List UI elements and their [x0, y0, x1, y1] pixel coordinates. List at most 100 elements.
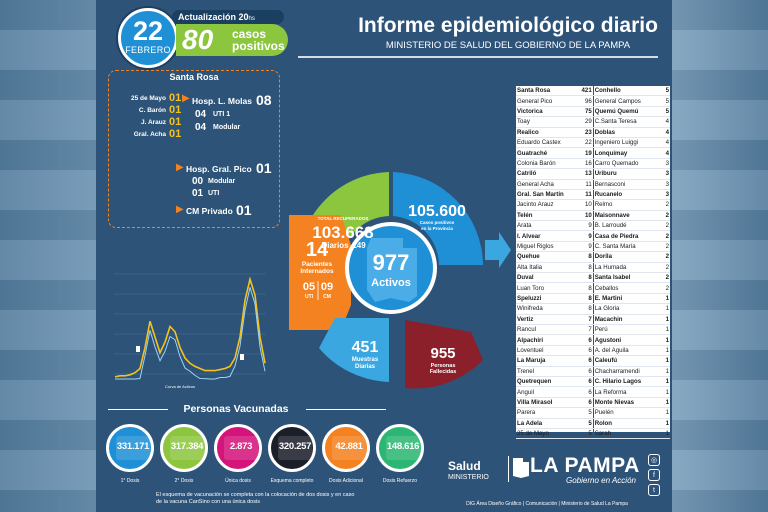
locality-count: 2 — [658, 272, 670, 284]
deaths-label-line2: Fallecidas — [430, 369, 457, 375]
locality-count: 75 — [580, 106, 594, 118]
municipality-value: 01 — [169, 128, 182, 140]
locality-name: Parera — [516, 407, 581, 419]
locality-name: E. Martini — [592, 293, 658, 305]
locality-count: 9 — [580, 241, 594, 253]
table-row: Luan Toro 8 Ceballos 2 — [516, 282, 670, 294]
table-row: Speluzzi 8 E. Martini 1 — [516, 293, 670, 305]
locality-name: Victorica — [516, 106, 581, 118]
locality-count: 8 — [580, 282, 594, 294]
table-row: Arata 9 B. Larroudé 2 — [516, 220, 670, 232]
update-suffix: hs — [248, 16, 255, 22]
locality-name: Miguel Riglos — [516, 241, 581, 253]
vaccine-circle: 320.257 — [268, 424, 316, 472]
locality-count: 13 — [580, 168, 594, 180]
locality-count: 1 — [658, 366, 670, 377]
locality-count: 8 — [580, 262, 594, 274]
locality-count: 1 — [658, 314, 670, 326]
locality-name: Puelén — [592, 407, 658, 419]
locality-count: 2 — [658, 199, 670, 211]
vaccine-label: Única dosis — [225, 478, 251, 484]
table-row: Telén 10 Maisonnave 2 — [516, 210, 670, 222]
locality-count: 8 — [580, 272, 594, 284]
locality-count: 2 — [658, 241, 670, 253]
instagram-icon[interactable]: ◎ — [648, 454, 660, 466]
table-row: Guatraché 19 Lonquimay 4 — [516, 147, 670, 159]
locality-name: La Humada — [592, 262, 658, 274]
interned-value: 14 — [306, 239, 329, 261]
recovered-daily-value: 149 — [352, 241, 366, 250]
locality-name: Villa Mirasol — [516, 397, 581, 409]
la-pampa-logo-text: LA PAMPA — [530, 454, 640, 477]
twitter-icon[interactable]: t — [648, 484, 660, 496]
salud-logo-text: Salud — [448, 459, 481, 473]
locality-count: 9 — [580, 220, 594, 232]
table-row: Quehue 8 Dorila 2 — [516, 251, 670, 263]
locality-name: Alpachiri — [516, 334, 581, 346]
new-cases-label-line1: casos — [232, 27, 267, 41]
locality-name: C.Santa Teresa — [592, 116, 658, 128]
table-row: I. Alvear 9 Casa de Piedra 2 — [516, 230, 670, 242]
table-row: Eduardo Castex 22 Ingeniero Luiggi 4 — [516, 137, 670, 149]
cm-value: 09 — [321, 281, 333, 293]
locality-count: 8 — [580, 251, 594, 263]
chart-marker-2 — [240, 354, 244, 360]
locality-name: Monte Nievas — [592, 397, 658, 409]
locality-count: 4 — [658, 137, 670, 149]
vaccine-label: Dosis Refuerzo — [382, 478, 418, 484]
locality-count: 1 — [658, 345, 670, 357]
locality-name: Alta Italia — [516, 262, 581, 274]
vaccine-value: 320.257 — [278, 441, 312, 452]
municipality-name: J. Arauz — [140, 119, 166, 126]
hospital-molas-value: 08 — [256, 92, 272, 108]
table-row: 25 de Mayo 5 Sarah 1 — [516, 428, 670, 440]
positives-segment — [393, 172, 483, 265]
locality-count: 2 — [658, 251, 670, 263]
locality-name: B. Larroudé — [592, 220, 658, 232]
table-row: Catriló 13 Uriburu 3 — [516, 168, 670, 180]
vaccine-label: 1° Dosis — [120, 478, 140, 484]
bullet-icon: ▶ — [176, 162, 184, 173]
table-row: Quetrequen 6 C. Hilario Lagos 1 — [516, 376, 670, 388]
pico-modular-value: 00 — [192, 176, 204, 187]
locality-count: 10 — [580, 210, 594, 222]
table-row: La Adela 5 Rolon 1 — [516, 418, 670, 429]
new-cases-label: casos positivos — [232, 28, 285, 52]
vaccine-label: 2° Dosis — [174, 478, 194, 484]
active-cases-label: Activos — [371, 277, 411, 289]
arrow-right-icon — [485, 232, 511, 268]
locality-name: Bernasconi — [592, 179, 658, 190]
locality-name: Lonquimay — [592, 147, 658, 159]
localities-table-grid: Santa Rosa 421 Conhello 5 General Pico 96 Gene… — [516, 86, 670, 440]
locality-count: 4 — [658, 116, 670, 128]
date-badge: 22 FEBRERO — [118, 8, 178, 68]
samples-value: 451 — [352, 339, 379, 356]
vaccines-note: El esquema de vacunación se completa con… — [156, 492, 355, 505]
locality-name: Arata — [516, 220, 581, 232]
locality-name: Quemú Quemú — [592, 106, 658, 118]
cm-privado-label: CM Privado — [186, 206, 233, 216]
la-pampa-map-icon — [170, 436, 204, 460]
facebook-icon[interactable]: f — [648, 469, 660, 481]
ministerio-logo-text: MINISTERIO — [448, 474, 489, 481]
locality-count: 1 — [658, 376, 670, 388]
la-pampa-map-icon — [278, 436, 312, 460]
table-row: Duval 8 Santa Isabel 2 — [516, 272, 670, 284]
locality-count: 2 — [658, 210, 670, 222]
bullet-icon: ▶ — [182, 93, 190, 104]
update-label: Actualización 20 — [178, 12, 249, 22]
vaccine-circle: 2.873 — [214, 424, 262, 472]
locality-count: 7 — [580, 324, 594, 336]
locality-name: Relmo — [592, 199, 658, 211]
table-row: Alta Italia 8 La Humada 2 — [516, 262, 670, 274]
locality-count: 6 — [580, 376, 594, 388]
samples-label-line1: Muestras — [352, 357, 379, 363]
table-row: Jacinto Arauz 10 Relmo 2 — [516, 199, 670, 211]
uti-label: UTI — [305, 294, 314, 300]
locality-name: Quehue — [516, 251, 581, 263]
active-cases-value: 977 — [373, 250, 410, 275]
vaccine-circle: 331.171 — [106, 424, 154, 472]
locality-name: Rolon — [592, 418, 658, 429]
municipality-name: C. Barón — [138, 107, 166, 114]
infographic-card: 22 FEBRERO Actualización 20hs 80 casos p… — [96, 0, 672, 512]
